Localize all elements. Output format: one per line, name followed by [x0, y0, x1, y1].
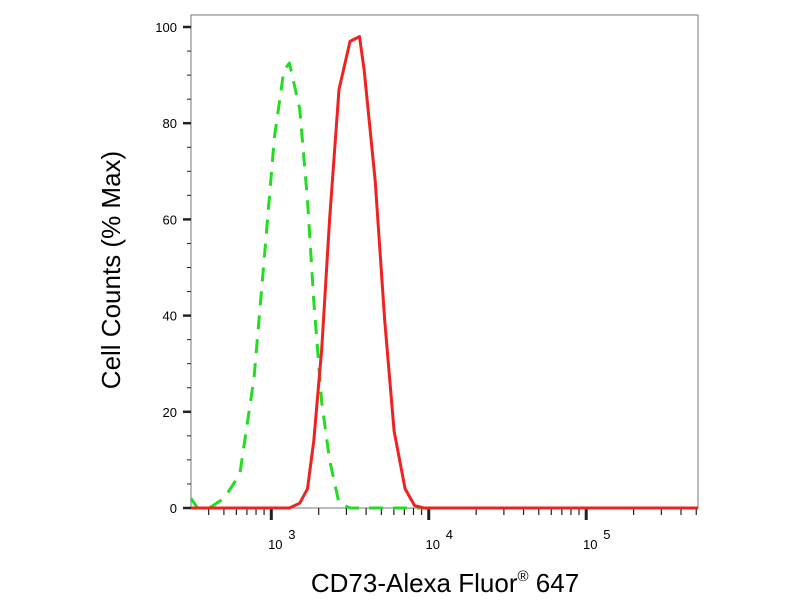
x-axis-title-main: CD73-Alexa Fluor: [311, 568, 518, 598]
y-tick-label: 40: [163, 309, 177, 324]
x-tick-label-base: 10: [426, 537, 440, 552]
cd73-series-line: [191, 35, 698, 510]
y-tick-label: 80: [163, 116, 177, 131]
x-tick-label-exponent: 3: [288, 527, 295, 542]
x-tick-label-base: 10: [583, 537, 597, 552]
x-tick-label-base: 10: [268, 537, 282, 552]
y-tick-label: 100: [155, 20, 177, 35]
x-tick-label-exponent: 4: [446, 527, 453, 542]
x-tick-label-exponent: 5: [603, 527, 610, 542]
control-series-line: [189, 61, 698, 510]
x-axis-title: CD73-Alexa Fluor® 647: [311, 568, 579, 598]
plot-frame: [190, 14, 699, 509]
x-axis-title-suffix: 647: [529, 568, 580, 598]
y-tick-label: 0: [170, 501, 177, 516]
y-tick-label: 60: [163, 212, 177, 227]
x-axis-title-sup: ®: [517, 568, 528, 585]
y-tick-label: 20: [163, 405, 177, 420]
y-axis-title: Cell Counts (% Max): [96, 151, 126, 389]
